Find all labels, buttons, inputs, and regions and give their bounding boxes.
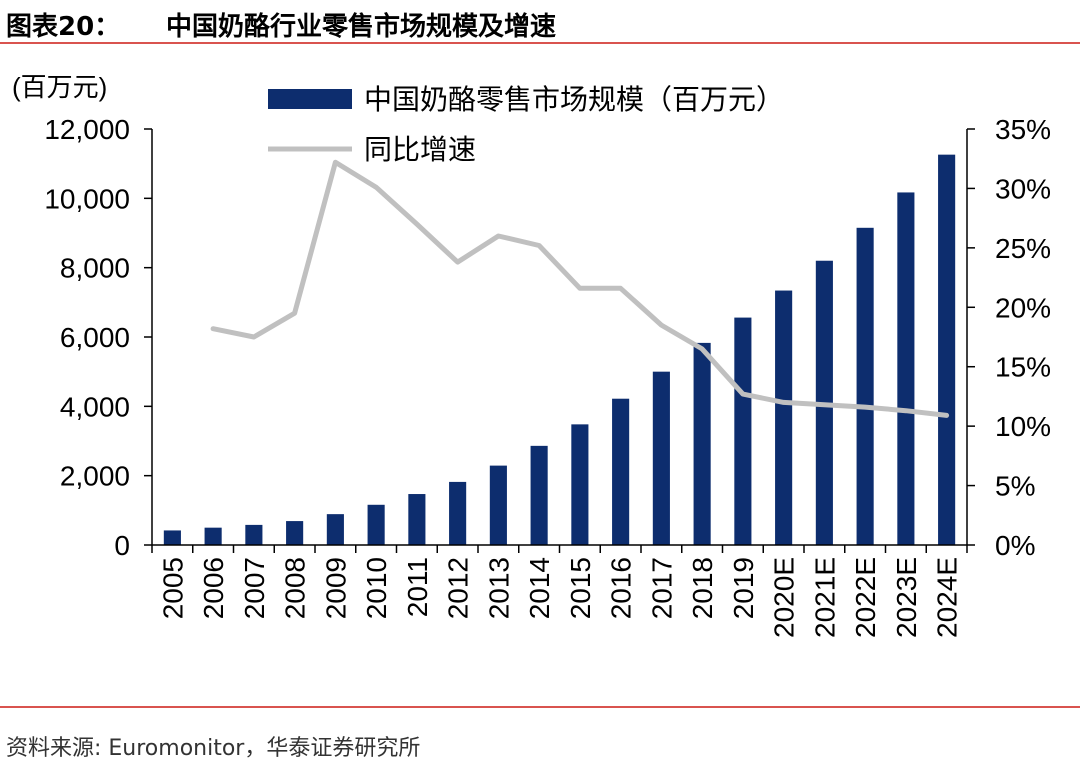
right-tick-label: 5% [995,471,1035,502]
x-tick-label: 2012 [443,557,474,619]
x-tick-label: 2021E [809,557,840,638]
x-tick-label: 2022E [850,557,881,638]
x-tick-label: 2005 [157,557,188,619]
x-tick-label: 2023E [891,557,922,638]
bar [775,290,793,545]
bottom-divider [0,706,1080,708]
x-tick-label: 2024E [932,557,963,638]
figure-label: 图表20： [6,12,121,42]
left-tick-label: 10,000 [44,183,130,214]
legend-line-label: 同比增速 [364,134,476,165]
bar [367,504,385,545]
x-tick-label: 2014 [524,557,555,619]
bar [408,494,426,545]
legend-bar-label: 中国奶酪零售市场规模（百万元） [364,84,784,115]
left-tick-label: 2,000 [60,461,130,492]
figure-title: 中国奶酪行业零售市场规模及增速 [166,12,557,42]
left-tick-label: 12,000 [44,114,130,145]
right-tick-label: 10% [995,411,1051,442]
top-divider [0,42,1080,44]
x-tick-label: 2011 [402,557,433,617]
bar [856,227,874,546]
bar [734,317,752,545]
bar [897,192,915,545]
bar [530,445,548,545]
bar [693,342,711,545]
x-tick-label: 2008 [280,557,311,619]
x-tick-label: 2018 [687,557,718,619]
right-tick-label: 30% [995,173,1051,204]
chart: 0 2,000 4,000 6,000 8,000 10,000 12,000 0% 5% 10%… [12,72,1051,638]
right-tick-label: 25% [995,233,1051,264]
x-tick-label: 2006 [198,557,229,619]
right-tick-label: 15% [995,352,1051,383]
bar [489,465,507,545]
bar [938,154,956,546]
bar [245,524,263,545]
bar [571,424,589,545]
bar [612,398,630,545]
bar [286,521,304,545]
x-tick-label: 2017 [646,557,677,619]
left-tick-label: 0 [114,530,130,561]
right-tick-label: 35% [995,114,1051,145]
bar [652,371,670,545]
x-tick-label: 2020E [769,557,800,638]
x-tick-label: 2007 [239,557,270,619]
x-tick-label: 2015 [565,557,596,619]
right-tick-label: 20% [995,292,1051,323]
legend-bar-swatch [268,89,352,109]
right-tick-label: 0% [995,530,1035,561]
left-axis-unit-label: (百万元) [12,72,107,102]
x-tick-label: 2019 [728,557,759,619]
x-tick-label: 2013 [483,557,514,619]
bar [204,527,222,545]
x-tick-label: 2009 [320,557,351,619]
x-tick-label: 2010 [361,557,392,619]
left-tick-label: 8,000 [60,253,130,284]
x-tick-label: 2016 [606,557,637,619]
bar [326,514,344,545]
left-tick-label: 6,000 [60,322,130,353]
growth-line [210,159,950,418]
bar [163,530,181,545]
figure-header: 图表20： 中国奶酪行业零售市场规模及增速 [6,6,1076,42]
source-note: 资料来源: Euromonitor，华泰证券研究所 [6,736,421,761]
bar [449,481,467,545]
left-tick-label: 4,000 [60,391,130,422]
